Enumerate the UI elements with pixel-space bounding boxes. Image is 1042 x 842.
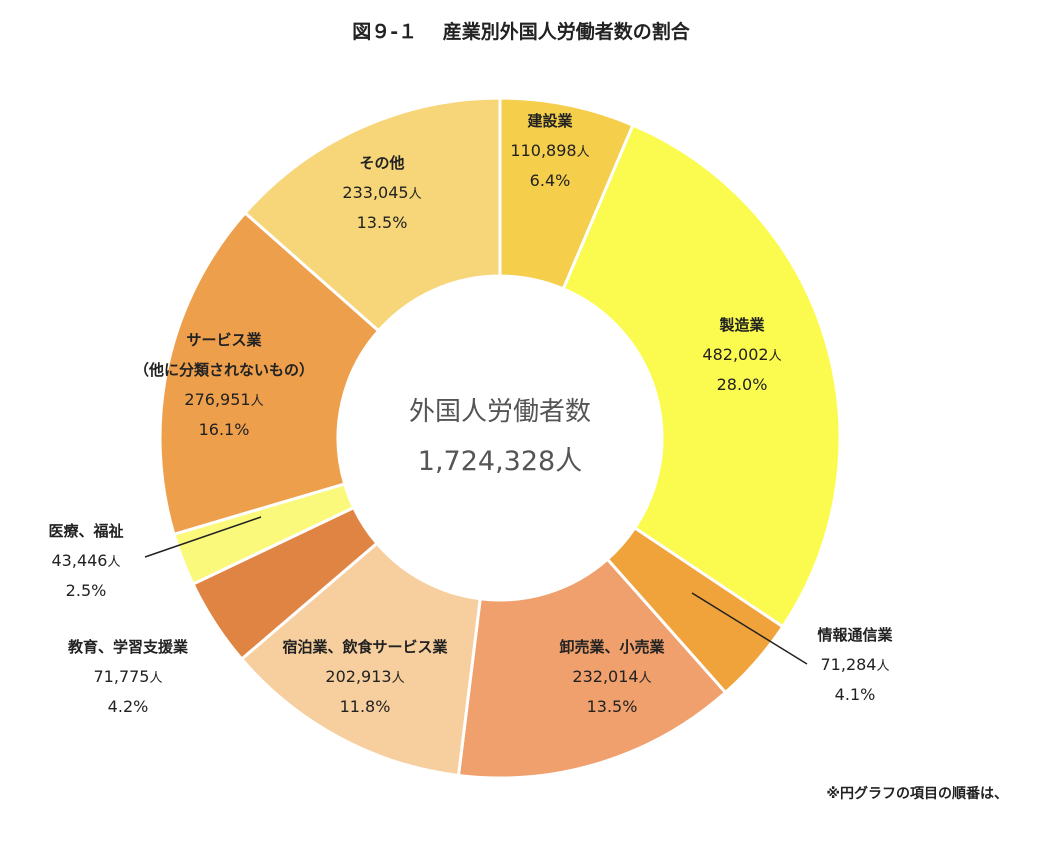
slice-percent: 28.0% bbox=[717, 375, 768, 394]
leader-line-3 bbox=[691, 592, 808, 665]
slices-group bbox=[158, 96, 842, 780]
slice-label-3: 情報通信業 71,284人 4.1% bbox=[817, 626, 893, 704]
slice-name: その他 bbox=[359, 154, 404, 172]
slice-name: サービス業 bbox=[186, 331, 262, 349]
slice-name: 卸売業、小売業 bbox=[559, 638, 665, 656]
slice-label-8: サービス業 （他に分類されないもの） 276,951人 16.1% bbox=[134, 331, 314, 439]
slice-8 bbox=[158, 210, 381, 537]
slice-percent: 16.1% bbox=[199, 420, 250, 439]
leader-lines bbox=[144, 516, 808, 665]
slice-label-2: 製造業 482,002人 28.0% bbox=[702, 316, 781, 394]
slice-count: 110,898人 bbox=[510, 141, 589, 160]
slice-name: 医療、福祉 bbox=[48, 522, 123, 540]
slice-count: 482,002人 bbox=[702, 345, 781, 364]
slice-count: 71,775人 bbox=[94, 667, 163, 686]
slice-label-6: 教育、学習支援業 71,775人 4.2% bbox=[67, 638, 189, 716]
slice-percent: 4.1% bbox=[835, 685, 876, 704]
slice-percent: 6.4% bbox=[530, 171, 571, 190]
slice-label-9: その他 233,045人 13.5% bbox=[342, 154, 421, 232]
slice-sublabel: （他に分類されないもの） bbox=[134, 361, 314, 379]
slice-5 bbox=[239, 541, 482, 778]
center-total: 1,724,328人 bbox=[418, 446, 582, 477]
center-label: 外国人労働者数 bbox=[409, 397, 591, 427]
slice-count: 43,446人 bbox=[52, 551, 121, 570]
slice-count: 232,014人 bbox=[572, 667, 651, 686]
leader-line-7 bbox=[144, 516, 262, 558]
slice-percent: 13.5% bbox=[357, 213, 408, 232]
slice-label-4: 卸売業、小売業 232,014人 13.5% bbox=[559, 638, 665, 716]
slice-name: 宿泊業、飲食サービス業 bbox=[282, 638, 448, 656]
slice-label-1: 建設業 110,898人 6.4% bbox=[510, 112, 589, 190]
slice-count: 276,951人 bbox=[184, 390, 263, 409]
chart-title: 図９-１ 産業別外国人労働者数の割合 bbox=[352, 20, 691, 43]
slice-name: 教育、学習支援業 bbox=[67, 638, 189, 656]
slice-2 bbox=[561, 123, 842, 629]
slice-name: 建設業 bbox=[527, 112, 573, 130]
slice-label-7: 医療、福祉 43,446人 2.5% bbox=[48, 522, 123, 600]
slice-name: 情報通信業 bbox=[817, 626, 893, 644]
slice-name: 製造業 bbox=[718, 316, 765, 334]
slice-percent: 11.8% bbox=[340, 697, 391, 716]
slice-count: 233,045人 bbox=[342, 183, 421, 202]
slice-percent: 4.2% bbox=[108, 697, 149, 716]
slice-labels: 建設業 110,898人 6.4% 製造業 482,002人 28.0% 情報通信業 71,2… bbox=[48, 112, 893, 716]
footnote: ※円グラフの項目の順番は、 bbox=[826, 785, 1008, 802]
slice-label-5: 宿泊業、飲食サービス業 202,913人 11.8% bbox=[282, 638, 448, 716]
slice-percent: 2.5% bbox=[66, 581, 107, 600]
slice-4 bbox=[456, 557, 728, 780]
slice-percent: 13.5% bbox=[587, 697, 638, 716]
slice-count: 202,913人 bbox=[325, 667, 404, 686]
slice-count: 71,284人 bbox=[821, 655, 890, 674]
slice-9 bbox=[243, 96, 502, 333]
